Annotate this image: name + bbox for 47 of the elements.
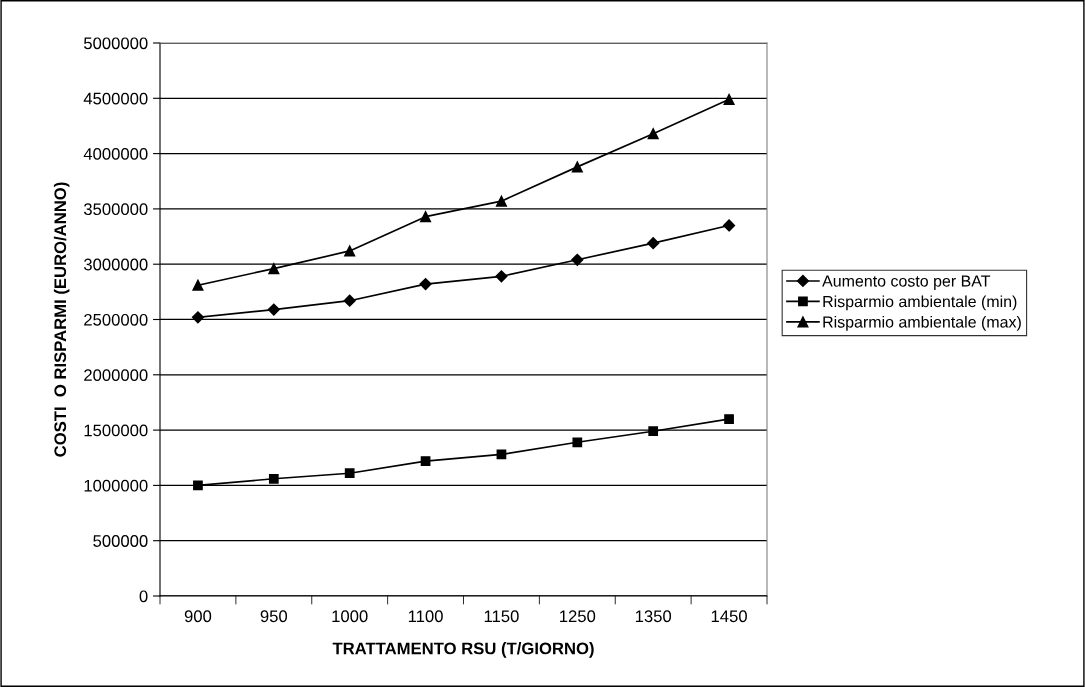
point [420, 211, 432, 223]
point [724, 414, 734, 424]
x-tick-label: 900 [184, 610, 212, 623]
x-axis-title: TRATTAMENTO RSU (T/GIORNO) [332, 642, 594, 658]
y-tick-label: 2000000 [84, 369, 148, 381]
y-tick-label: 4000000 [83, 148, 148, 160]
y-tick-label: 500000 [93, 535, 148, 547]
point [192, 279, 204, 291]
point [343, 294, 356, 307]
point [344, 245, 356, 257]
x-tick-label: 1000 [332, 610, 368, 623]
point [647, 237, 660, 250]
y-tick-label: 0 [139, 590, 148, 603]
y-tick-label: 3000000 [83, 258, 148, 271]
point [495, 195, 507, 207]
point [268, 263, 280, 275]
point [495, 270, 508, 283]
point [723, 93, 735, 105]
x-tick-label: 1450 [711, 610, 747, 623]
x-tick-label: 950 [260, 610, 288, 623]
x-tick-label: 1350 [635, 610, 672, 623]
y-tick-label: 1000000 [84, 479, 148, 492]
y-axis-title: COSTI O RISPARMI (EURO/ANNO) [53, 182, 70, 457]
y-tick-label: 5000000 [83, 37, 148, 50]
point [571, 161, 583, 173]
point [648, 426, 659, 437]
legend-label: Aumento costo per BAT [822, 275, 991, 290]
point [420, 456, 431, 466]
x-tick-label: 1100 [408, 610, 443, 623]
point [268, 473, 279, 484]
point [193, 480, 203, 491]
x-tick-label: 1250 [560, 610, 596, 623]
y-tick-label: 1500000 [84, 424, 148, 437]
x-tick-label: 1150 [484, 610, 519, 623]
y-tick-label: 2500000 [84, 313, 148, 326]
y-tick-label: 4500000 [83, 92, 148, 105]
point [267, 303, 280, 316]
point [191, 311, 205, 324]
point [647, 128, 659, 140]
point [722, 219, 736, 232]
legend-label: Risparmio ambientale (min) [823, 295, 1017, 311]
legend-label: Risparmio ambientale (max) [823, 315, 1021, 331]
point [344, 468, 355, 479]
point [572, 437, 583, 448]
y-tick-label: 3500000 [83, 203, 148, 216]
point [571, 253, 584, 266]
point [419, 278, 432, 291]
